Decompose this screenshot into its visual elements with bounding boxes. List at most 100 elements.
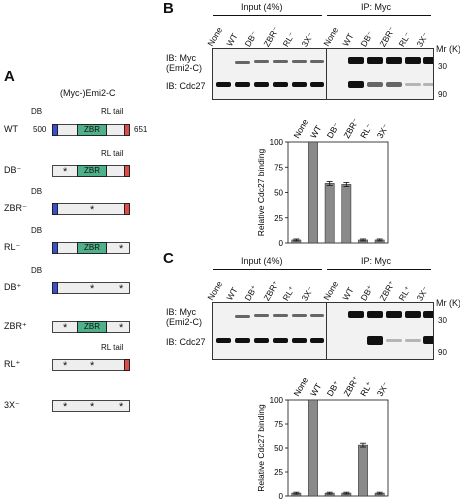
band [386, 82, 402, 87]
lane-label-b-1: WT [224, 31, 240, 48]
band [405, 83, 421, 86]
y-tick-label: 0 [279, 492, 284, 500]
construct-label-zbr-plus: ZBR⁺ [4, 321, 27, 331]
ib-cdc27-label-c: IB: Cdc27 [166, 337, 206, 347]
zbr-domain: ZBR [77, 321, 107, 333]
rl-domain [124, 124, 130, 136]
ip-bracket [327, 15, 431, 16]
lane-label-b-6: None [321, 25, 341, 48]
band [310, 314, 324, 317]
band [386, 57, 402, 64]
ib-myc-label-c: IB: Myc [166, 307, 197, 317]
mw-90-c: 90 [438, 348, 447, 357]
db-domain [52, 203, 58, 215]
band [423, 83, 433, 86]
zbr-domain: ZBR [77, 124, 107, 136]
panel-a-title: (Myc-)Emi2-C [60, 88, 116, 98]
y-tick-label: 50 [274, 189, 283, 198]
band [273, 60, 288, 63]
construct-bar-rl-plus: * * [52, 359, 130, 372]
mutation-star: * [119, 283, 124, 295]
db-label: DB [31, 187, 43, 196]
panel-b-letter: B [163, 0, 174, 17]
construct-label-db-plus: DB⁺ [4, 282, 22, 292]
construct-label-wt: WT [4, 124, 18, 134]
lane-label-c-9: ZBR⁺ [377, 278, 397, 303]
band [235, 61, 250, 64]
blot-divider [326, 49, 327, 99]
y-tick-label: 75 [274, 420, 283, 429]
mr-label-c: Mr (K) [436, 298, 460, 308]
band [386, 311, 402, 318]
input-bracket [213, 15, 322, 16]
band [367, 57, 383, 64]
category-label: DB⁺ [325, 378, 342, 398]
y-tick-label: 100 [270, 396, 284, 405]
blot-divider [326, 303, 327, 359]
mw-30-b: 30 [438, 62, 447, 71]
lane-label-c-10: RL⁺ [396, 284, 413, 303]
band [292, 82, 307, 87]
ip-bracket [327, 269, 431, 270]
zbr-domain: ZBR [77, 242, 107, 254]
category-label: RL⁺ [358, 379, 375, 398]
mutation-star: * [63, 322, 68, 334]
construct-bar-rl-minus: ZBR * [52, 242, 130, 255]
y-tick-label: 0 [279, 239, 284, 248]
band [273, 338, 288, 343]
mutation-star: * [119, 322, 124, 334]
y-tick-label: 75 [274, 163, 283, 172]
band [292, 60, 307, 63]
input-bracket [213, 269, 322, 270]
category-label: DB⁻ [325, 120, 342, 140]
lane-label-b-9: ZBR⁻ [377, 24, 397, 49]
y-tick-label: 50 [274, 444, 283, 453]
lane-label-c-8: DB⁺ [358, 283, 376, 303]
band [273, 314, 288, 317]
lane-label-b-2: DB⁻ [242, 29, 260, 49]
band [216, 82, 231, 87]
lane-label-c-0: None [205, 279, 225, 302]
mutation-star: * [63, 360, 68, 372]
rl-domain [124, 203, 130, 215]
panel-c-letter: C [163, 250, 174, 267]
panel-c-ip-label: IP: Myc [361, 256, 392, 266]
mutation-star: * [90, 360, 95, 372]
lane-label-b-11: 3X⁻ [414, 30, 431, 49]
mw-90-b: 90 [438, 90, 447, 99]
mutation-star: * [63, 166, 68, 178]
band [310, 338, 324, 343]
band [405, 311, 421, 318]
lane-label-c-7: WT [340, 285, 356, 302]
band [348, 81, 364, 88]
category-label: 3X⁻ [375, 380, 391, 398]
panel-b-ip-label: IP: Myc [361, 2, 392, 12]
lane-label-c-3: ZBR⁺ [261, 278, 281, 303]
db-domain [52, 282, 58, 294]
lane-label-b-4: RL⁻ [280, 30, 297, 49]
band [367, 311, 383, 318]
y-tick-label: 100 [270, 138, 284, 147]
rl-domain [124, 165, 130, 177]
category-label: ZBR⁻ [341, 116, 361, 140]
wt-end-residue: 651 [134, 125, 148, 134]
category-label: RL⁻ [358, 121, 375, 140]
db-label: DB [31, 107, 43, 116]
lane-label-c-11: 3X⁻ [414, 284, 431, 303]
rl-tail-label: RL tail [101, 107, 124, 116]
zbr-domain: ZBR [77, 165, 107, 177]
construct-bar-zbr-plus: * ZBR * [52, 321, 130, 334]
band [405, 57, 421, 64]
plot-frame [287, 399, 389, 497]
mutation-star: * [90, 283, 95, 295]
ib-myc-label-b: IB: Myc [166, 53, 197, 63]
mutation-star: * [119, 401, 124, 413]
lane-label-c-5: 3X⁻ [299, 284, 316, 303]
rl-tail-label: RL tail [101, 149, 124, 158]
band [273, 82, 288, 87]
db-label: DB [31, 266, 43, 275]
construct-bar-db-minus: * ZBR [52, 165, 130, 178]
construct-bar-db-plus: * * [52, 282, 130, 295]
band [310, 60, 324, 63]
